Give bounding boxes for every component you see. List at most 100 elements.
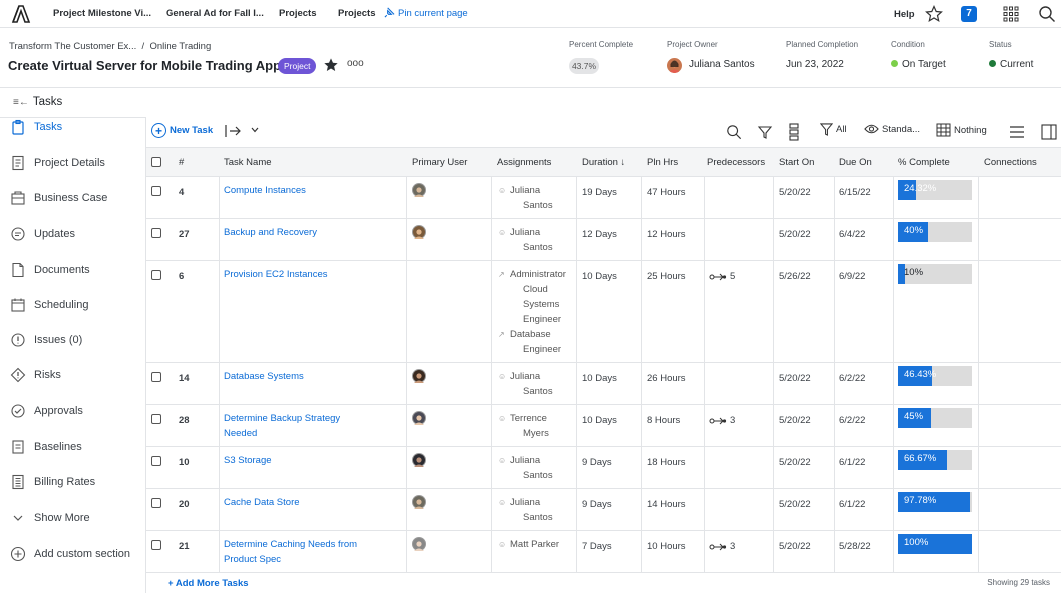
col-header-start-on[interactable]: Start On [779,157,815,168]
side-panel-icon[interactable] [1041,124,1057,140]
col-header-duration[interactable]: Duration ↓ [582,157,626,168]
group-by-button[interactable]: Nothing [936,123,987,137]
percent-complete-bar[interactable]: 97.78% [898,492,972,512]
col-header-assignments[interactable]: Assignments [497,157,552,168]
task-name-link[interactable]: Provision EC2 Instances [224,267,328,282]
help-link[interactable]: Help [894,9,915,20]
owner-value[interactable]: Juliana Santos [689,59,755,70]
indent-arrow-icon[interactable] [224,124,242,138]
search-icon[interactable] [726,124,742,140]
task-name-link[interactable]: Determine Caching Needs from Product Spec [224,537,357,567]
table-row[interactable]: 4 Compute Instances ☺ Juliana Santos 19 Days 4… [146,177,1061,219]
pin-current-page-link[interactable]: Pin current page [384,7,468,19]
quick-filter-icon[interactable] [757,124,773,140]
row-checkbox[interactable] [151,498,161,508]
sidebar-item-business-case[interactable]: Business Case [10,187,107,209]
apps-grid-icon[interactable] [1002,5,1020,23]
col-header-task-name[interactable]: Task Name [224,157,272,168]
sidebar-item-issues-0[interactable]: Issues (0) [10,329,82,351]
assignments-cell[interactable]: Juliana Santos [510,225,553,255]
top-tab-2[interactable]: General Ad for Fall I... [166,8,264,19]
primary-user-avatar[interactable] [412,537,426,551]
assignments-cell[interactable]: Juliana Santos [510,183,553,213]
percent-complete-bar[interactable]: 24.32% [898,180,972,200]
table-row[interactable]: 6 Provision EC2 Instances ↗ ↗ Administrator C… [146,261,1061,363]
row-checkbox[interactable] [151,372,161,382]
primary-user-avatar[interactable] [412,411,426,425]
primary-user-avatar[interactable] [412,225,426,239]
sidebar-item-project-details[interactable]: Project Details [10,152,105,174]
col-header-due-on[interactable]: Due On [839,157,872,168]
table-row[interactable]: 10 S3 Storage ☺ Juliana Santos 9 Days 18 Hours… [146,447,1061,489]
task-name-link[interactable]: S3 Storage [224,453,272,468]
sidebar-item-add-custom-section[interactable]: Add custom section [10,543,130,565]
hierarchy-icon[interactable] [787,123,801,141]
percent-complete-bar[interactable]: 45% [898,408,972,428]
col-header-primary-user[interactable]: Primary User [412,157,468,168]
percent-complete-bar[interactable]: 10% [898,264,972,284]
view-button[interactable]: Standa... [864,123,920,135]
task-name-link[interactable]: Cache Data Store [224,495,300,510]
assignments-cell[interactable]: Juliana Santos [510,495,553,525]
sidebar-item-approvals[interactable]: Approvals [10,400,83,422]
row-checkbox[interactable] [151,228,161,238]
assignments-cell[interactable]: Matt Parker [510,537,559,552]
row-checkbox[interactable] [151,414,161,424]
task-name-link[interactable]: Database Systems [224,369,304,384]
primary-user-avatar[interactable] [412,183,426,197]
sidebar-item-billing-rates[interactable]: Billing Rates [10,471,95,493]
task-name-link[interactable]: Determine Backup Strategy Needed [224,411,340,441]
star-outline-icon[interactable] [925,5,943,23]
row-checkbox[interactable] [151,270,161,280]
top-tab-4[interactable]: Projects [338,8,376,19]
col-header-percent-complete[interactable]: % Complete [898,157,950,168]
more-options-button[interactable]: ooo [347,58,364,69]
collapse-sidebar-icon[interactable]: ≡← [13,97,29,108]
filter-button[interactable]: All [820,123,847,136]
sidebar-item-documents[interactable]: Documents [10,259,90,281]
breadcrumb-parent[interactable]: Transform The Customer Ex... [9,41,137,52]
assignments-cell[interactable]: Juliana Santos [510,453,553,483]
sidebar-item-scheduling[interactable]: Scheduling [10,294,88,316]
sidebar-item-risks[interactable]: Risks [10,364,61,386]
assignments-cell[interactable]: Terrence Myers [510,411,549,441]
assignments-cell[interactable]: Administrator Cloud Systems Engineer Databas… [510,267,566,357]
sidebar-item-tasks[interactable]: Tasks [10,116,62,138]
table-row[interactable]: 28 Determine Backup Strategy Needed ☺ Terren… [146,405,1061,447]
assignments-cell[interactable]: Juliana Santos [510,369,553,399]
adobe-logo-icon[interactable] [10,4,32,24]
predecessors-cell[interactable]: 5 [709,269,735,284]
new-task-button[interactable]: + New Task [151,123,213,138]
col-header-number[interactable]: # [179,157,185,168]
percent-complete-bar[interactable]: 100% [898,534,972,554]
primary-user-avatar[interactable] [412,495,426,509]
row-checkbox[interactable] [151,186,161,196]
top-tab-1[interactable]: Project Milestone Vi... [53,8,152,19]
col-header-planned-hours[interactable]: Pln Hrs [647,157,679,168]
table-row[interactable]: 27 Backup and Recovery ☺ Juliana Santos 12 Da… [146,219,1061,261]
add-more-tasks-link[interactable]: + Add More Tasks [168,578,249,589]
select-all-checkbox[interactable] [151,157,161,167]
predecessors-cell[interactable]: 3 [709,539,735,554]
col-header-connections[interactable]: Connections [984,157,1037,168]
sidebar-item-updates[interactable]: Updates [10,223,75,245]
table-row[interactable]: 21 Determine Caching Needs from Product Sp… [146,531,1061,573]
table-row[interactable]: 20 Cache Data Store ☺ Juliana Santos 9 Days 14… [146,489,1061,531]
percent-complete-bar[interactable]: 40% [898,222,972,242]
favorite-star-icon[interactable] [323,57,339,73]
top-tab-3[interactable]: Projects [279,8,317,19]
percent-complete-bar[interactable]: 46.43% [898,366,972,386]
chevron-down-icon[interactable] [251,127,259,133]
status-value[interactable]: Current [989,59,1033,70]
table-row[interactable]: 14 Database Systems ☺ Juliana Santos 10 Days 2… [146,363,1061,405]
row-checkbox[interactable] [151,456,161,466]
sidebar-item-show-more[interactable]: Show More [10,507,90,529]
sidebar-item-baselines[interactable]: Baselines [10,436,82,458]
primary-user-avatar[interactable] [412,369,426,383]
list-view-icon[interactable] [1009,125,1025,139]
breadcrumb-current[interactable]: Online Trading [149,41,212,52]
task-name-link[interactable]: Compute Instances [224,183,306,198]
col-header-predecessors[interactable]: Predecessors [707,157,766,168]
row-checkbox[interactable] [151,540,161,550]
search-icon[interactable] [1038,5,1056,23]
